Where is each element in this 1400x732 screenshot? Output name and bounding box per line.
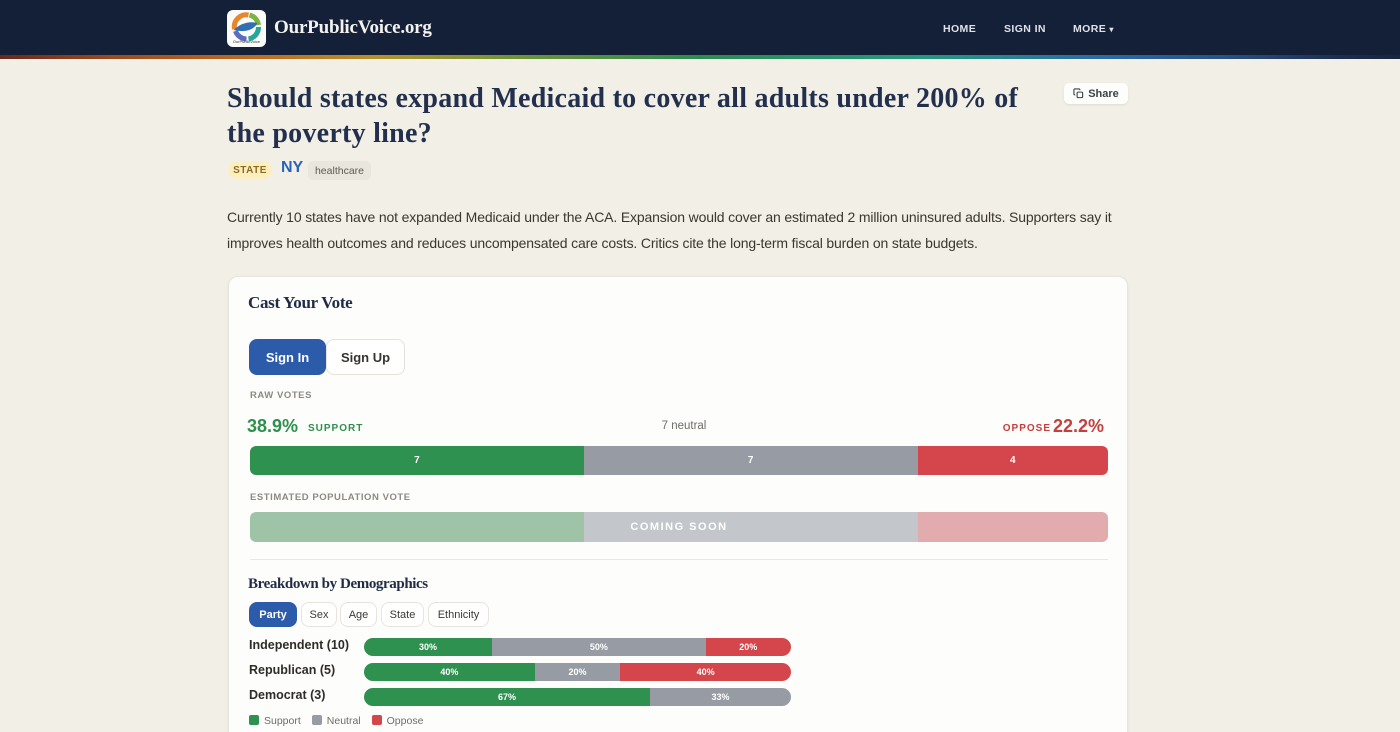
svg-text:OurPublicVoice: OurPublicVoice — [233, 39, 261, 44]
